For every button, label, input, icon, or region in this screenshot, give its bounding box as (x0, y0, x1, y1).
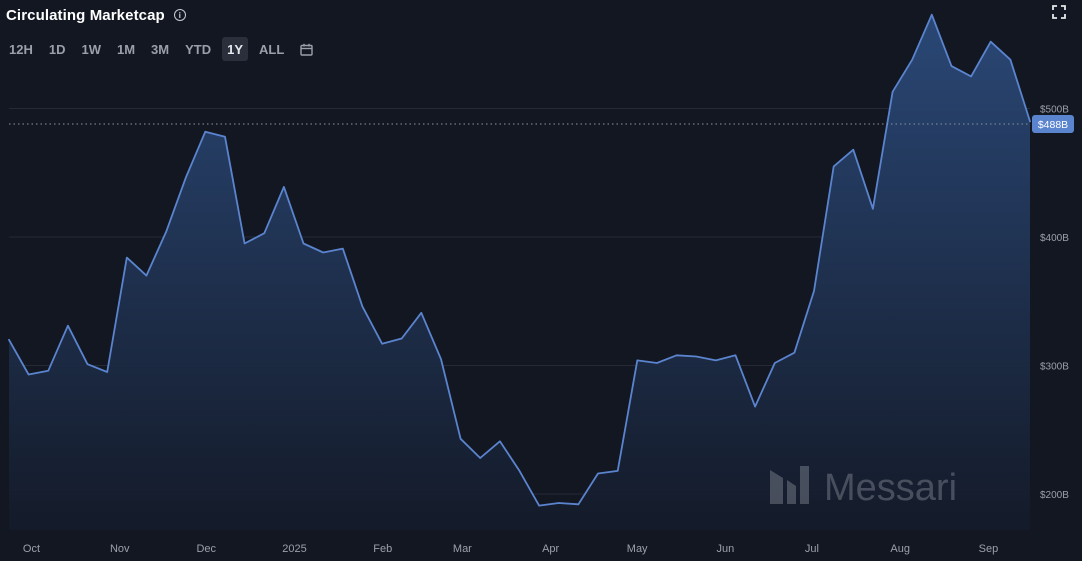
x-axis: Oct Nov Dec 2025 Feb Mar Apr May Jun Jul Aug Sep (23, 543, 998, 555)
current-value-badge (1032, 114, 1074, 133)
area-fill (9, 14, 1030, 530)
x-tick-label: Jun (717, 543, 735, 555)
chart-header: Circulating Marketcap i (6, 4, 186, 26)
range-button-ytd[interactable]: YTD (185, 41, 212, 57)
x-tick-label: Aug (890, 543, 910, 555)
calendar-icon[interactable] (295, 37, 317, 61)
range-button-1m[interactable]: 1M (116, 41, 136, 57)
x-tick-label: Nov (110, 543, 130, 555)
x-tick-label: Dec (196, 543, 216, 555)
y-tick-label: $300B (1040, 362, 1069, 373)
range-button-1w[interactable]: 1W (81, 41, 101, 57)
x-tick-label: Sep (979, 543, 999, 555)
x-tick-label: Apr (542, 543, 559, 555)
messari-logo-icon (770, 466, 809, 504)
watermark-text: Messari (824, 467, 957, 509)
y-tick-label: $400B (1040, 233, 1069, 244)
x-tick-label: Oct (23, 543, 40, 555)
series-line (8, 13, 1031, 507)
y-tick-label: $200B (1040, 490, 1069, 501)
area-path (9, 14, 1030, 530)
x-tick-label: Jul (805, 543, 819, 555)
range-button-all[interactable]: ALL (259, 41, 285, 57)
y-tick-label: $500B (1040, 105, 1069, 116)
chart-title: Circulating Marketcap (6, 6, 165, 24)
x-tick-label: May (627, 543, 648, 555)
current-value-label: $488B (1038, 119, 1068, 131)
line-path (8, 13, 1031, 507)
time-range-selector: 12H 1D 1W 1M 3M YTD 1Y ALL (4, 37, 317, 61)
range-button-3m[interactable]: 3M (151, 41, 170, 57)
range-button-1d[interactable]: 1D (48, 41, 66, 57)
range-button-1y[interactable]: 1Y (222, 37, 249, 61)
messari-watermark: Messari (770, 466, 957, 509)
y-axis: $200B $300B $400B $500B (1040, 105, 1069, 501)
current-price-marker: $488B (9, 114, 1074, 133)
range-button-12h[interactable]: 12H (9, 41, 33, 57)
x-tick-label: 2025 (282, 543, 306, 555)
x-tick-label: Feb (373, 543, 392, 555)
expand-icon[interactable] (1052, 5, 1066, 19)
x-tick-label: Mar (453, 543, 472, 555)
info-icon[interactable]: i (173, 9, 186, 21)
